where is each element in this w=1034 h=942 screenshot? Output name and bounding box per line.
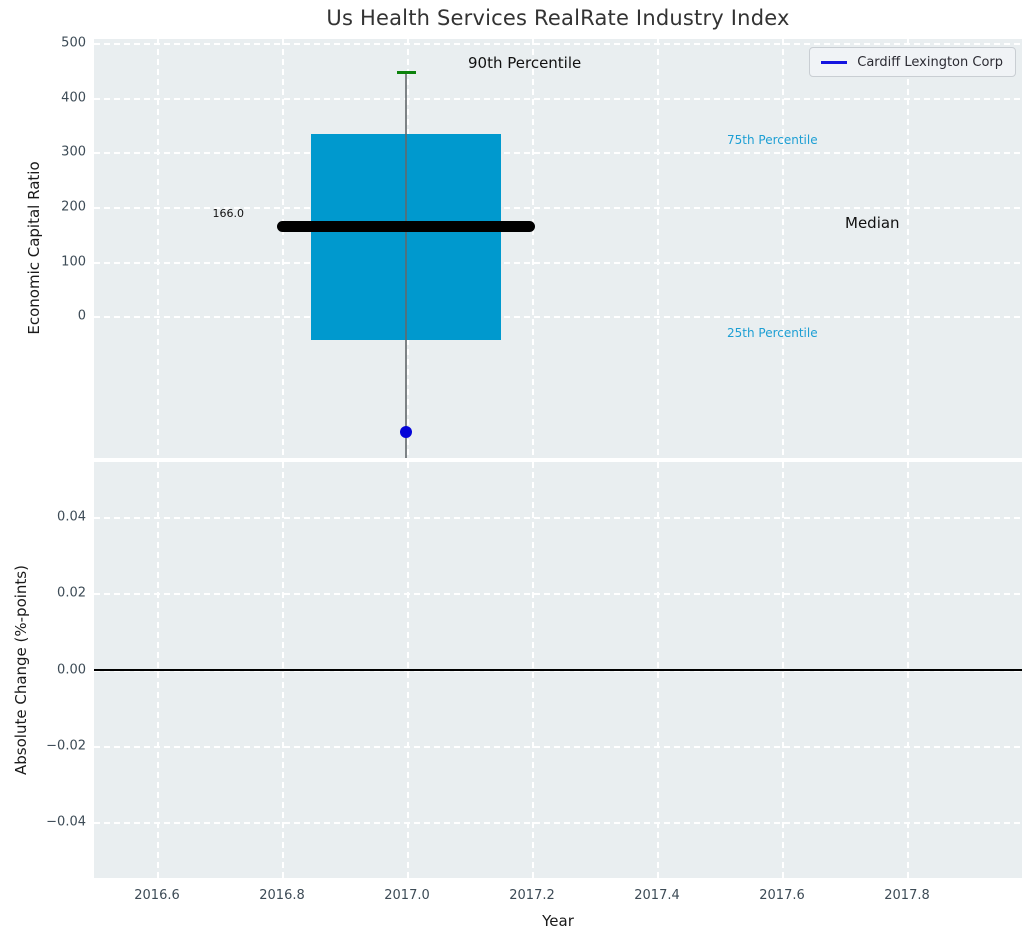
zero-change-line (94, 669, 1022, 671)
gridline-vertical (282, 39, 284, 458)
gridline-vertical (157, 39, 159, 458)
y-tick-label: 0.04 (57, 509, 86, 525)
gridline-horizontal (94, 822, 1022, 824)
gridline-horizontal (94, 316, 1022, 318)
y-tick-label: 0.02 (57, 585, 86, 601)
legend-line-sample (821, 60, 848, 64)
boxplot-90th-percentile-cap (397, 71, 416, 74)
y-tick-label: 0.00 (57, 662, 86, 678)
x-tick-label: 2017.6 (759, 888, 805, 903)
top-panel-axes: 90th Percentile 75th Percentile Median 2… (94, 39, 1022, 458)
gridline-horizontal (94, 517, 1022, 519)
annotation-75th-percentile: 75th Percentile (727, 133, 818, 147)
gridline-vertical (657, 39, 659, 458)
company-data-point (400, 426, 412, 438)
y-tick-label: 0 (77, 308, 86, 324)
y-tick-label: 200 (61, 199, 86, 215)
boxplot-whisker-line (405, 73, 407, 458)
boxplot-median-line (277, 221, 535, 232)
bottom-y-axis-label: Absolute Change (%-points) (12, 565, 30, 775)
y-tick-label: −0.02 (46, 738, 86, 754)
x-tick-label: 2016.8 (259, 888, 305, 903)
gridline-vertical (782, 39, 784, 458)
x-tick-label: 2016.6 (134, 888, 180, 903)
top-y-axis-label: Economic Capital Ratio (25, 161, 43, 335)
annotation-90th-percentile: 90th Percentile (468, 54, 582, 72)
gridline-horizontal (94, 262, 1022, 264)
y-tick-label: 500 (61, 35, 86, 51)
y-tick-label: 400 (61, 90, 86, 106)
x-axis-label: Year (542, 912, 574, 930)
gridline-horizontal (94, 593, 1022, 595)
annotation-median: Median (845, 214, 900, 232)
gridline-vertical (907, 39, 909, 458)
x-tick-label: 2017.8 (884, 888, 930, 903)
gridline-horizontal (94, 670, 1022, 672)
gridline-horizontal (94, 43, 1022, 45)
gridline-horizontal (94, 746, 1022, 748)
gridline-horizontal (94, 152, 1022, 154)
legend-label: Cardiff Lexington Corp (857, 54, 1003, 70)
x-tick-label: 2017.0 (384, 888, 430, 903)
gridline-vertical (532, 39, 534, 458)
x-tick-label: 2017.4 (634, 888, 680, 903)
panel-divider (94, 458, 1022, 462)
legend: Cardiff Lexington Corp (809, 47, 1016, 77)
bottom-panel-axes (94, 462, 1022, 878)
median-value-label: 166.0 (212, 207, 245, 220)
chart-title: Us Health Services RealRate Industry Ind… (326, 6, 790, 30)
annotation-25th-percentile: 25th Percentile (727, 326, 818, 340)
y-tick-label: 100 (61, 254, 86, 270)
gridline-horizontal (94, 207, 1022, 209)
gridline-horizontal (94, 98, 1022, 100)
y-tick-label: −0.04 (46, 814, 86, 830)
x-tick-label: 2017.2 (509, 888, 555, 903)
y-tick-label: 300 (61, 144, 86, 160)
